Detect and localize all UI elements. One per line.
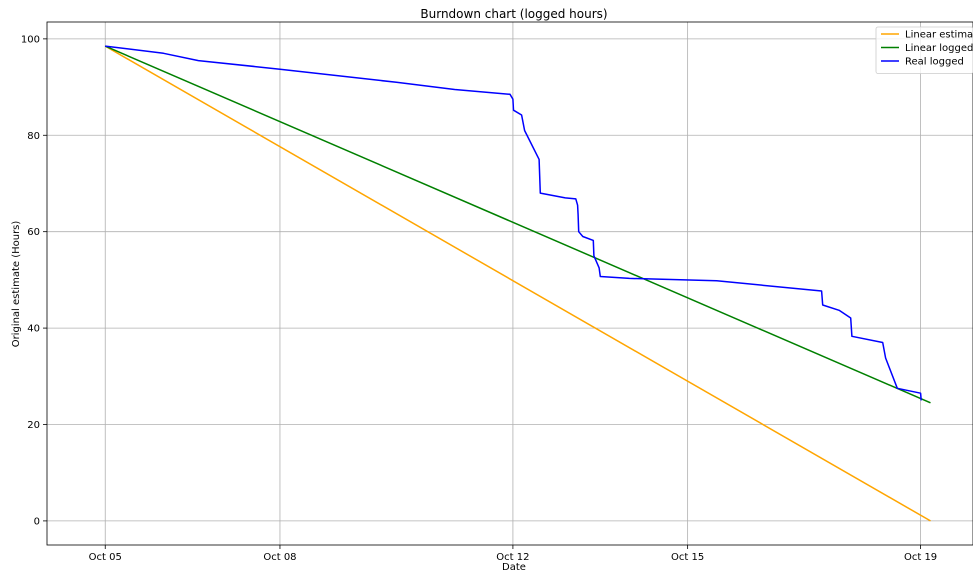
x-tick-label: Oct 15 <box>671 552 704 563</box>
y-tick-label: 40 <box>27 324 40 335</box>
chart-title: Burndown chart (logged hours) <box>420 7 607 21</box>
y-axis-ticks: 0 20 40 60 80 100 <box>21 34 47 527</box>
legend-label-linear-estimate: Linear estimate <box>905 30 973 41</box>
y-tick-label: 60 <box>27 227 40 238</box>
y-tick-label: 0 <box>34 516 40 527</box>
y-axis-label: Original estimate (Hours) <box>11 221 22 348</box>
x-axis-label: Date <box>502 562 526 572</box>
legend-label-linear-logged: Linear logged <box>905 43 973 54</box>
x-tick-label: Oct 19 <box>904 552 937 563</box>
x-axis-ticks: Oct 05 Oct 08 Oct 12 Oct 15 Oct 19 <box>89 545 937 563</box>
series-line-linear-estimate <box>104 45 931 522</box>
legend-box <box>875 26 973 74</box>
x-tick-label: Oct 12 <box>496 552 529 563</box>
y-tick-label: 100 <box>21 34 40 45</box>
x-tick-label: Oct 08 <box>263 552 296 563</box>
series-lines <box>104 45 931 522</box>
plot-area-frame <box>46 21 973 546</box>
series-line-real-logged <box>105 45 922 401</box>
y-tick-label: 20 <box>27 420 40 431</box>
y-tick-label: 80 <box>27 131 40 142</box>
legend-label-real-logged: Real logged <box>905 57 964 68</box>
legend: Linear estimate Linear logged Real logged <box>875 26 973 74</box>
series-line-linear-logged <box>104 45 931 404</box>
grid-lines <box>47 22 973 545</box>
axes <box>46 21 973 546</box>
x-tick-label: Oct 05 <box>89 552 122 563</box>
